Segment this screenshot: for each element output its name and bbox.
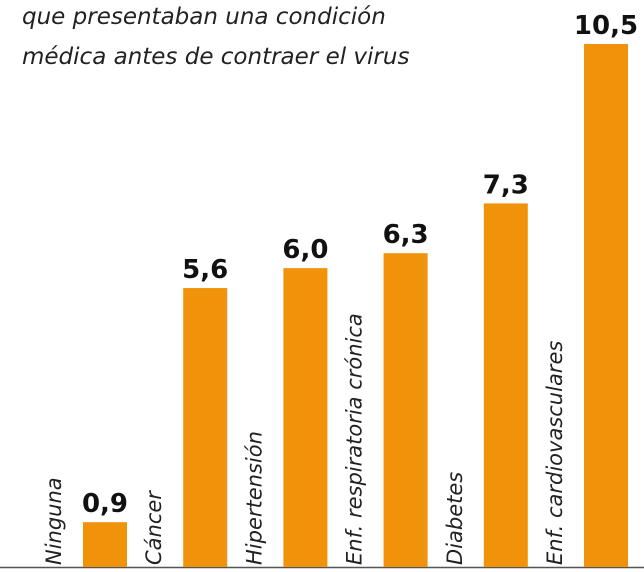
value-label: 7,3: [483, 170, 529, 200]
value-label: 5,6: [182, 255, 228, 285]
value-label: 6,3: [383, 220, 429, 250]
bar: [383, 253, 428, 567]
bar: [283, 268, 328, 567]
category-label: Enf. respiratoria crónica: [343, 313, 367, 565]
bar: [83, 522, 127, 567]
category-label: Cáncer: [142, 490, 166, 565]
bar: [183, 288, 228, 567]
subtitle-line: que presentaban una condición: [22, 4, 386, 30]
value-label: 6,0: [282, 235, 328, 265]
value-label: 0,9: [82, 489, 128, 519]
bar: [483, 203, 528, 567]
category-label: Enf. cardiovasculares: [543, 341, 567, 565]
category-label: Hipertensión: [242, 431, 266, 565]
category-label: Ninguna: [42, 477, 66, 565]
bar: [584, 44, 628, 567]
subtitle-line: médica antes de contraer el virus: [22, 44, 409, 70]
category-label: Diabetes: [443, 472, 467, 565]
value-label: 10,5: [574, 11, 638, 41]
